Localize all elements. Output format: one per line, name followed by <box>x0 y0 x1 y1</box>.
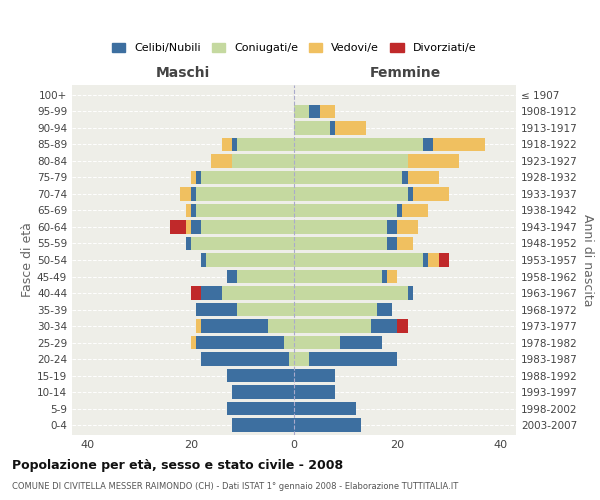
Bar <box>222 138 232 151</box>
Bar <box>237 270 294 283</box>
Bar <box>330 122 335 134</box>
Bar <box>191 286 201 300</box>
Bar <box>294 154 407 168</box>
Legend: Celibi/Nubili, Coniugati/e, Vedovi/e, Divorziati/e: Celibi/Nubili, Coniugati/e, Vedovi/e, Di… <box>107 38 481 58</box>
Bar <box>289 352 294 366</box>
Bar <box>387 270 397 283</box>
Bar <box>294 188 407 200</box>
Bar <box>403 171 407 184</box>
Bar <box>397 220 418 234</box>
Bar <box>377 303 392 316</box>
Bar <box>294 171 403 184</box>
Bar <box>227 270 237 283</box>
Bar <box>191 220 201 234</box>
Bar <box>294 122 330 134</box>
Bar <box>340 336 382 349</box>
Bar <box>201 320 268 332</box>
Bar <box>237 303 294 316</box>
Bar <box>413 188 449 200</box>
Bar <box>407 154 459 168</box>
Bar <box>284 336 294 349</box>
Bar <box>232 138 237 151</box>
Bar <box>433 138 485 151</box>
Bar <box>407 171 439 184</box>
Bar <box>196 320 201 332</box>
Bar <box>294 237 387 250</box>
Bar <box>227 369 294 382</box>
Bar <box>387 220 397 234</box>
Bar <box>397 204 403 217</box>
Bar <box>294 270 382 283</box>
Bar <box>185 204 191 217</box>
Bar <box>294 418 361 432</box>
Bar <box>423 138 433 151</box>
Bar <box>185 220 191 234</box>
Bar <box>320 105 335 118</box>
Bar <box>232 418 294 432</box>
Bar <box>185 237 191 250</box>
Bar <box>310 105 320 118</box>
Bar <box>191 188 196 200</box>
Bar <box>294 369 335 382</box>
Bar <box>335 122 366 134</box>
Bar <box>211 154 232 168</box>
Bar <box>294 386 335 398</box>
Bar <box>294 204 397 217</box>
Bar <box>191 171 196 184</box>
Bar <box>387 237 397 250</box>
Bar <box>294 336 340 349</box>
Text: Maschi: Maschi <box>156 66 210 80</box>
Bar <box>294 402 356 415</box>
Bar <box>294 286 407 300</box>
Y-axis label: Fasce di età: Fasce di età <box>21 222 34 298</box>
Bar <box>294 303 377 316</box>
Bar <box>403 204 428 217</box>
Bar <box>201 220 294 234</box>
Bar <box>191 336 196 349</box>
Bar <box>294 220 387 234</box>
Bar <box>196 336 284 349</box>
Bar <box>191 204 196 217</box>
Bar <box>397 237 413 250</box>
Bar <box>294 254 423 266</box>
Bar <box>196 188 294 200</box>
Bar <box>371 320 397 332</box>
Text: Femmine: Femmine <box>370 66 440 80</box>
Bar <box>227 402 294 415</box>
Bar <box>310 352 397 366</box>
Bar <box>423 254 428 266</box>
Bar <box>407 286 413 300</box>
Bar <box>201 352 289 366</box>
Bar <box>232 154 294 168</box>
Bar <box>222 286 294 300</box>
Y-axis label: Anni di nascita: Anni di nascita <box>581 214 594 306</box>
Bar <box>294 320 371 332</box>
Bar <box>196 303 237 316</box>
Bar <box>439 254 449 266</box>
Bar <box>201 171 294 184</box>
Bar <box>232 386 294 398</box>
Bar <box>268 320 294 332</box>
Bar <box>294 352 310 366</box>
Bar <box>170 220 185 234</box>
Bar <box>237 138 294 151</box>
Bar <box>382 270 387 283</box>
Bar <box>294 105 310 118</box>
Bar <box>196 204 294 217</box>
Bar <box>428 254 439 266</box>
Bar <box>201 254 206 266</box>
Bar <box>397 320 407 332</box>
Bar <box>181 188 191 200</box>
Bar <box>201 286 222 300</box>
Text: COMUNE DI CIVITELLA MESSER RAIMONDO (CH) - Dati ISTAT 1° gennaio 2008 - Elaboraz: COMUNE DI CIVITELLA MESSER RAIMONDO (CH)… <box>12 482 458 491</box>
Bar <box>191 237 294 250</box>
Bar <box>206 254 294 266</box>
Bar <box>294 138 423 151</box>
Bar <box>407 188 413 200</box>
Text: Popolazione per età, sesso e stato civile - 2008: Popolazione per età, sesso e stato civil… <box>12 460 343 472</box>
Bar <box>196 171 201 184</box>
